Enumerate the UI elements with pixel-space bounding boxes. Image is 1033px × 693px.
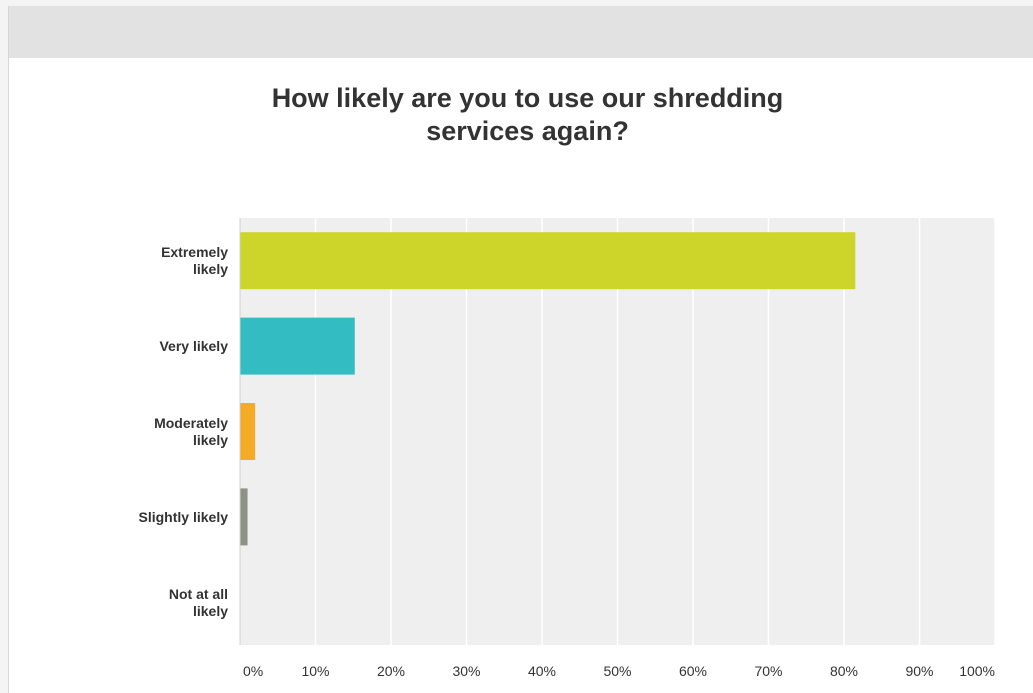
x-tick-label-70: 70% — [754, 663, 782, 679]
category-label-0-line-1: likely — [193, 261, 228, 277]
category-label-3-line-0: Slightly likely — [139, 509, 229, 525]
x-tick-label-40: 40% — [528, 663, 556, 679]
bar-2 — [240, 403, 256, 460]
card-header-bar — [9, 6, 1033, 58]
bar-0 — [240, 232, 856, 290]
x-tick-label-20: 20% — [377, 663, 405, 679]
category-label-0-line-0: Extremely — [161, 244, 228, 260]
chart-title: How likely are you to use our shredding … — [271, 83, 784, 146]
x-tick-label-10: 10% — [301, 663, 329, 679]
category-label-4-line-0: Not at all — [169, 586, 228, 602]
bar-1 — [240, 317, 355, 375]
x-tick-label-0: 0% — [243, 663, 263, 679]
x-tick-label-30: 30% — [452, 663, 480, 679]
category-label-2-line-1: likely — [193, 432, 228, 448]
x-tick-label-100: 100% — [959, 663, 995, 679]
category-label-4-line-1: likely — [193, 603, 228, 619]
bar-3 — [240, 488, 248, 546]
category-label-1-line-0: Very likely — [159, 338, 228, 354]
category-label-2-line-0: Moderately — [154, 415, 228, 431]
x-tick-label-90: 90% — [905, 663, 933, 679]
x-tick-label-50: 50% — [603, 663, 631, 679]
x-tick-label-60: 60% — [679, 663, 707, 679]
x-tick-label-80: 80% — [830, 663, 858, 679]
